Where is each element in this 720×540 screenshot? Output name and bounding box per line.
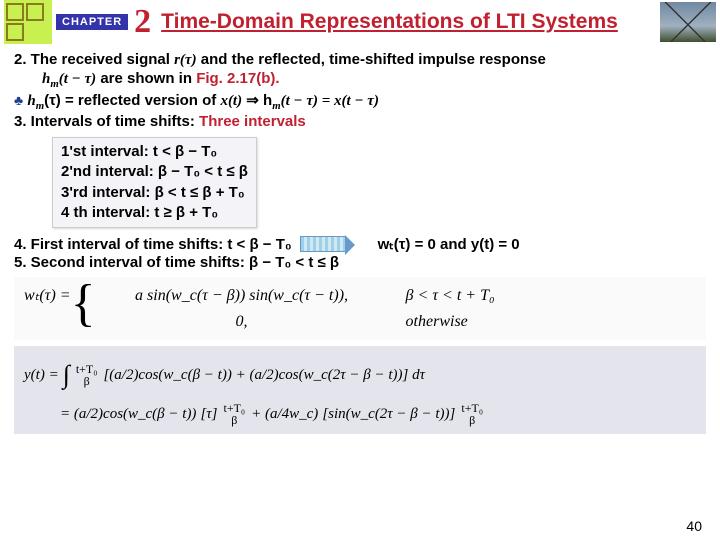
interval-2: 2'nd interval: β − T₀ < t ≤ β: [61, 162, 248, 182]
chapter-number: 2: [134, 5, 151, 39]
point-4-result: wₜ(τ) = 0 and y(t) = 0: [378, 235, 520, 253]
header-photo: [660, 2, 716, 42]
yt-line2-c: + (a/4w_c): [251, 402, 318, 426]
interval-3: 3'rd interval: β < t ≤ β + T₀: [61, 183, 248, 203]
equation-wt: wₜ(τ) = { a sin(w_c(τ − β)) sin(w_c(τ − …: [14, 277, 706, 340]
point-2-line2: hm(t − τ) are shown in Fig. 2.17(b).: [14, 70, 706, 90]
point-5: 5. Second interval of time shifts: β − T…: [14, 254, 706, 271]
interval-box: 1'st interval: t < β − T₀ 2'nd interval:…: [52, 137, 257, 228]
yt-line2-d: [sin(w_c(2τ − β − t))]: [322, 402, 455, 426]
yt-lhs: y(t) =: [24, 363, 59, 387]
chapter-label: CHAPTER: [56, 14, 128, 30]
integral-icon: ∫: [63, 354, 70, 396]
point-3: 3. Intervals of time shifts: Three inter…: [14, 113, 706, 130]
logo-block: [4, 0, 52, 44]
yt-line2-a: = (a/2)cos(w_c(β − t)): [60, 402, 196, 426]
integral-limits: t+T₀ β: [74, 363, 100, 387]
arrow-icon: [300, 236, 346, 252]
wt-case1-cond: β < τ < t + T₀: [406, 283, 566, 309]
yt-line2-lim1: t+T₀ β: [221, 402, 247, 426]
yt-integrand: [(a/2)cos(w_c(β − t)) + (a/2)cos(w_c(2τ …: [103, 363, 425, 387]
bullet-hm: ♣ hm(τ) = reflected version of x(t) ⇒ hm…: [14, 91, 706, 112]
interval-1: 1'st interval: t < β − T₀: [61, 142, 248, 162]
wt-case1-expr: a sin(w_c(τ − β)) sin(w_c(τ − t)),: [102, 283, 382, 309]
page-number: 40: [686, 518, 702, 534]
brace-icon: {: [71, 283, 102, 334]
wt-case2-expr: 0,: [102, 309, 382, 335]
slide-header: CHAPTER 2 Time-Domain Representations of…: [0, 0, 720, 44]
interval-4: 4 th interval: t ≥ β + T₀: [61, 203, 248, 223]
chapter-title: Time-Domain Representations of LTI Syste…: [161, 10, 654, 34]
wt-lhs: wₜ(τ) =: [24, 283, 71, 334]
equation-yt: y(t) = ∫ t+T₀ β [(a/2)cos(w_c(β − t)) + …: [14, 346, 706, 434]
yt-line2-lim2: t+T₀ β: [459, 402, 485, 426]
wt-case2-cond: otherwise: [406, 309, 566, 335]
club-icon: ♣: [14, 92, 23, 108]
yt-line2-b: [τ]: [200, 402, 217, 426]
slide-body: 2. The received signal r(τ) and the refl…: [0, 44, 720, 271]
point-2-line1: 2. The received signal r(τ) and the refl…: [14, 51, 706, 69]
point-4: 4. First interval of time shifts: t < β …: [14, 236, 292, 253]
point-4-row: 4. First interval of time shifts: t < β …: [14, 235, 706, 253]
